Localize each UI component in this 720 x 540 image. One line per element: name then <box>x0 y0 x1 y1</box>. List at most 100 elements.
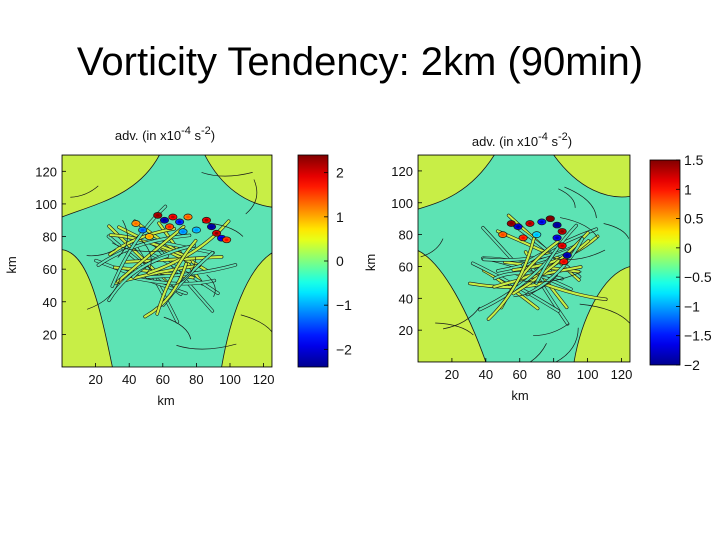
contour-line <box>420 238 444 258</box>
positive-region <box>204 155 272 208</box>
x-tick-label: 120 <box>611 367 633 382</box>
contour-line <box>435 322 474 336</box>
contour-line <box>559 217 598 239</box>
plot-frame <box>61 154 273 368</box>
tendency-cell-core <box>540 220 544 224</box>
x-tick-label: 80 <box>189 372 203 387</box>
contour-line <box>240 314 272 333</box>
colorbar-tick-label: 0 <box>336 253 344 269</box>
colorbar <box>649 159 681 366</box>
x-axis-label: km <box>157 393 174 408</box>
colorbar-tick-label: −2 <box>684 357 700 373</box>
contour-band-fill <box>124 255 223 263</box>
contour-line <box>443 306 480 330</box>
y-tick-label: 20 <box>399 323 413 338</box>
colorbar-tick-label: 2 <box>336 165 344 181</box>
colorbar-tick-label: 0 <box>684 240 692 256</box>
x-tick-label: 120 <box>253 372 275 387</box>
contour-line <box>513 274 559 298</box>
positive-region <box>418 155 495 210</box>
y-axis-label: km <box>4 256 19 273</box>
tendency-cell-core <box>528 222 532 225</box>
tendency-cell-core <box>181 230 185 233</box>
contour-line <box>86 277 121 310</box>
x-tick-label: 100 <box>577 367 599 382</box>
contour-band-fill <box>145 263 237 279</box>
contour-line <box>70 185 99 198</box>
contour-line <box>579 303 630 324</box>
contour-band-fill <box>535 224 578 285</box>
chart-panel-2: 20 40 60 80 100 120 20 40 60 80 100 120 km km adv. (in… <box>363 131 712 403</box>
y-tick-label: 100 <box>35 197 57 212</box>
contour-line <box>245 179 258 215</box>
tendency-cell-core <box>555 236 559 240</box>
tendency-cell-core <box>501 233 505 236</box>
contour-line <box>86 249 116 257</box>
y-tick-label: 100 <box>391 196 413 211</box>
y-axis-label: km <box>363 254 378 271</box>
x-tick-label: 20 <box>88 372 102 387</box>
x-tick-label: 100 <box>219 372 241 387</box>
x-tick-label: 80 <box>546 367 560 382</box>
tendency-cell-core <box>209 225 214 229</box>
tendency-cell-core <box>214 231 219 235</box>
contour-band-fill <box>156 239 197 316</box>
contour-band-fill <box>493 265 582 288</box>
y-tick-label: 60 <box>399 259 413 274</box>
colorbar-tick-label: −2 <box>336 341 352 357</box>
tendency-cell-core <box>521 236 525 240</box>
y-tick-label: 80 <box>399 228 413 243</box>
positive-region <box>62 155 160 218</box>
contour-line <box>524 271 582 283</box>
tendency-cell-core <box>548 217 553 220</box>
tendency-cell-core <box>509 222 514 225</box>
positive-region <box>553 155 630 198</box>
contour-band-fill <box>136 236 215 254</box>
tendency-cell-core <box>147 235 152 238</box>
colorbar-tick-label: 0.5 <box>684 211 704 227</box>
contour-band-fill <box>97 234 191 267</box>
tendency-cell-core <box>171 215 175 219</box>
colorbar-tick-label: −1 <box>336 297 352 313</box>
contour-band-fill <box>107 254 169 302</box>
y-tick-label: 120 <box>391 164 413 179</box>
contour-line <box>201 172 253 177</box>
colorbar-tick-label: 1.5 <box>684 152 704 168</box>
tendency-cell-core <box>194 228 199 232</box>
contour-band-fill <box>109 233 188 258</box>
tendency-cell-core <box>155 214 160 217</box>
contour-line <box>111 242 167 252</box>
x-tick-label: 60 <box>513 367 527 382</box>
contour-line <box>533 323 569 337</box>
contour-line <box>175 257 197 286</box>
tendency-cell-core <box>186 215 190 219</box>
contour-line <box>206 274 216 297</box>
contour-line <box>176 343 237 350</box>
contour-band-fill <box>116 225 185 283</box>
heatmap-field <box>418 155 630 362</box>
contour-line <box>603 223 630 239</box>
contour-line <box>163 316 192 340</box>
tendency-cell-core <box>224 238 229 242</box>
contour-line <box>117 219 128 258</box>
contour-line <box>555 327 579 362</box>
contour-line <box>558 188 576 208</box>
contour-line <box>564 186 597 219</box>
chart-title: adv. (in x10-4 s-2) <box>115 125 215 143</box>
x-tick-label: 20 <box>445 367 459 382</box>
plot-frame <box>417 154 631 363</box>
colorbar-tick-label: 1 <box>336 209 344 225</box>
tendency-cell-core <box>177 220 182 224</box>
y-tick-label: 60 <box>43 262 57 277</box>
tendency-cell-core <box>162 218 167 222</box>
tendency-cell-core <box>560 244 564 248</box>
x-axis-label: km <box>511 388 528 403</box>
y-tick-label: 80 <box>43 230 57 245</box>
colorbar-tick-label: −0.5 <box>684 269 712 285</box>
slide-title: Vorticity Tendency: 2km (90min) <box>76 40 644 84</box>
tendency-cell-core <box>140 228 145 232</box>
contour-band-fill <box>471 262 560 313</box>
x-tick-label: 60 <box>156 372 170 387</box>
tendency-cell-core <box>534 233 539 236</box>
